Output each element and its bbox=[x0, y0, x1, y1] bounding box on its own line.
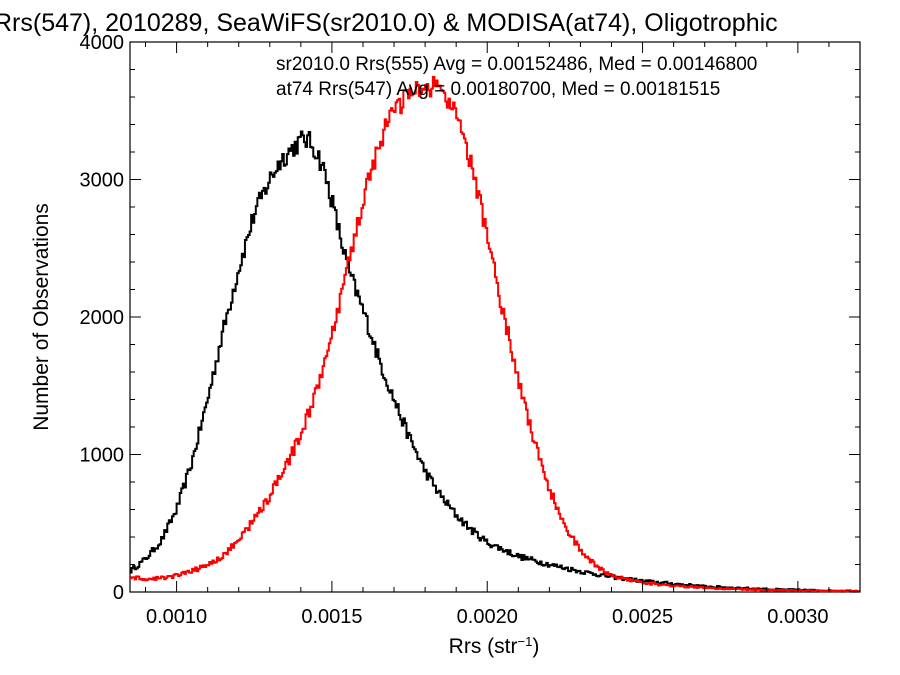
y-axis-label: Number of Observations bbox=[30, 203, 53, 431]
y-tick-label: 1000 bbox=[80, 445, 125, 467]
y-tick-label: 0 bbox=[113, 582, 124, 604]
x-axis-label-close: ) bbox=[532, 635, 539, 658]
histogram-series-1 bbox=[130, 130, 860, 593]
x-tick-label: 0.0010 bbox=[146, 606, 207, 628]
chart-title: Rrs(547), 2010289, SeaWiFS(sr2010.0) & M… bbox=[0, 9, 778, 37]
axis-ticks: 0.0010 0.0015 0.0020 0.0025 0.0030 0 1000 2000 3… bbox=[80, 32, 861, 628]
series-layer bbox=[130, 75, 860, 593]
x-tick-label: 0.0025 bbox=[612, 606, 673, 628]
x-tick-label: 0.0015 bbox=[301, 606, 362, 628]
plot-area-frame bbox=[129, 41, 861, 593]
x-tick-label: 0.0020 bbox=[457, 606, 518, 628]
legend-entry-1: sr2010.0 Rrs(555) Avg = 0.00152486, Med … bbox=[276, 54, 757, 75]
y-tick-label: 3000 bbox=[80, 170, 125, 192]
x-axis-label: Rrs (str−1) bbox=[449, 634, 540, 658]
x-tick-label: 0.0030 bbox=[767, 606, 828, 628]
x-axis-label-main: Rrs (str bbox=[449, 635, 518, 658]
histogram-series-2 bbox=[130, 75, 860, 593]
x-axis-label-superscript: −1 bbox=[518, 634, 533, 649]
y-tick-label: 2000 bbox=[80, 307, 125, 329]
y-tick-label: 4000 bbox=[80, 32, 125, 54]
legend-entry-2: at74 Rrs(547) Avg = 0.00180700, Med = 0.… bbox=[276, 79, 720, 100]
